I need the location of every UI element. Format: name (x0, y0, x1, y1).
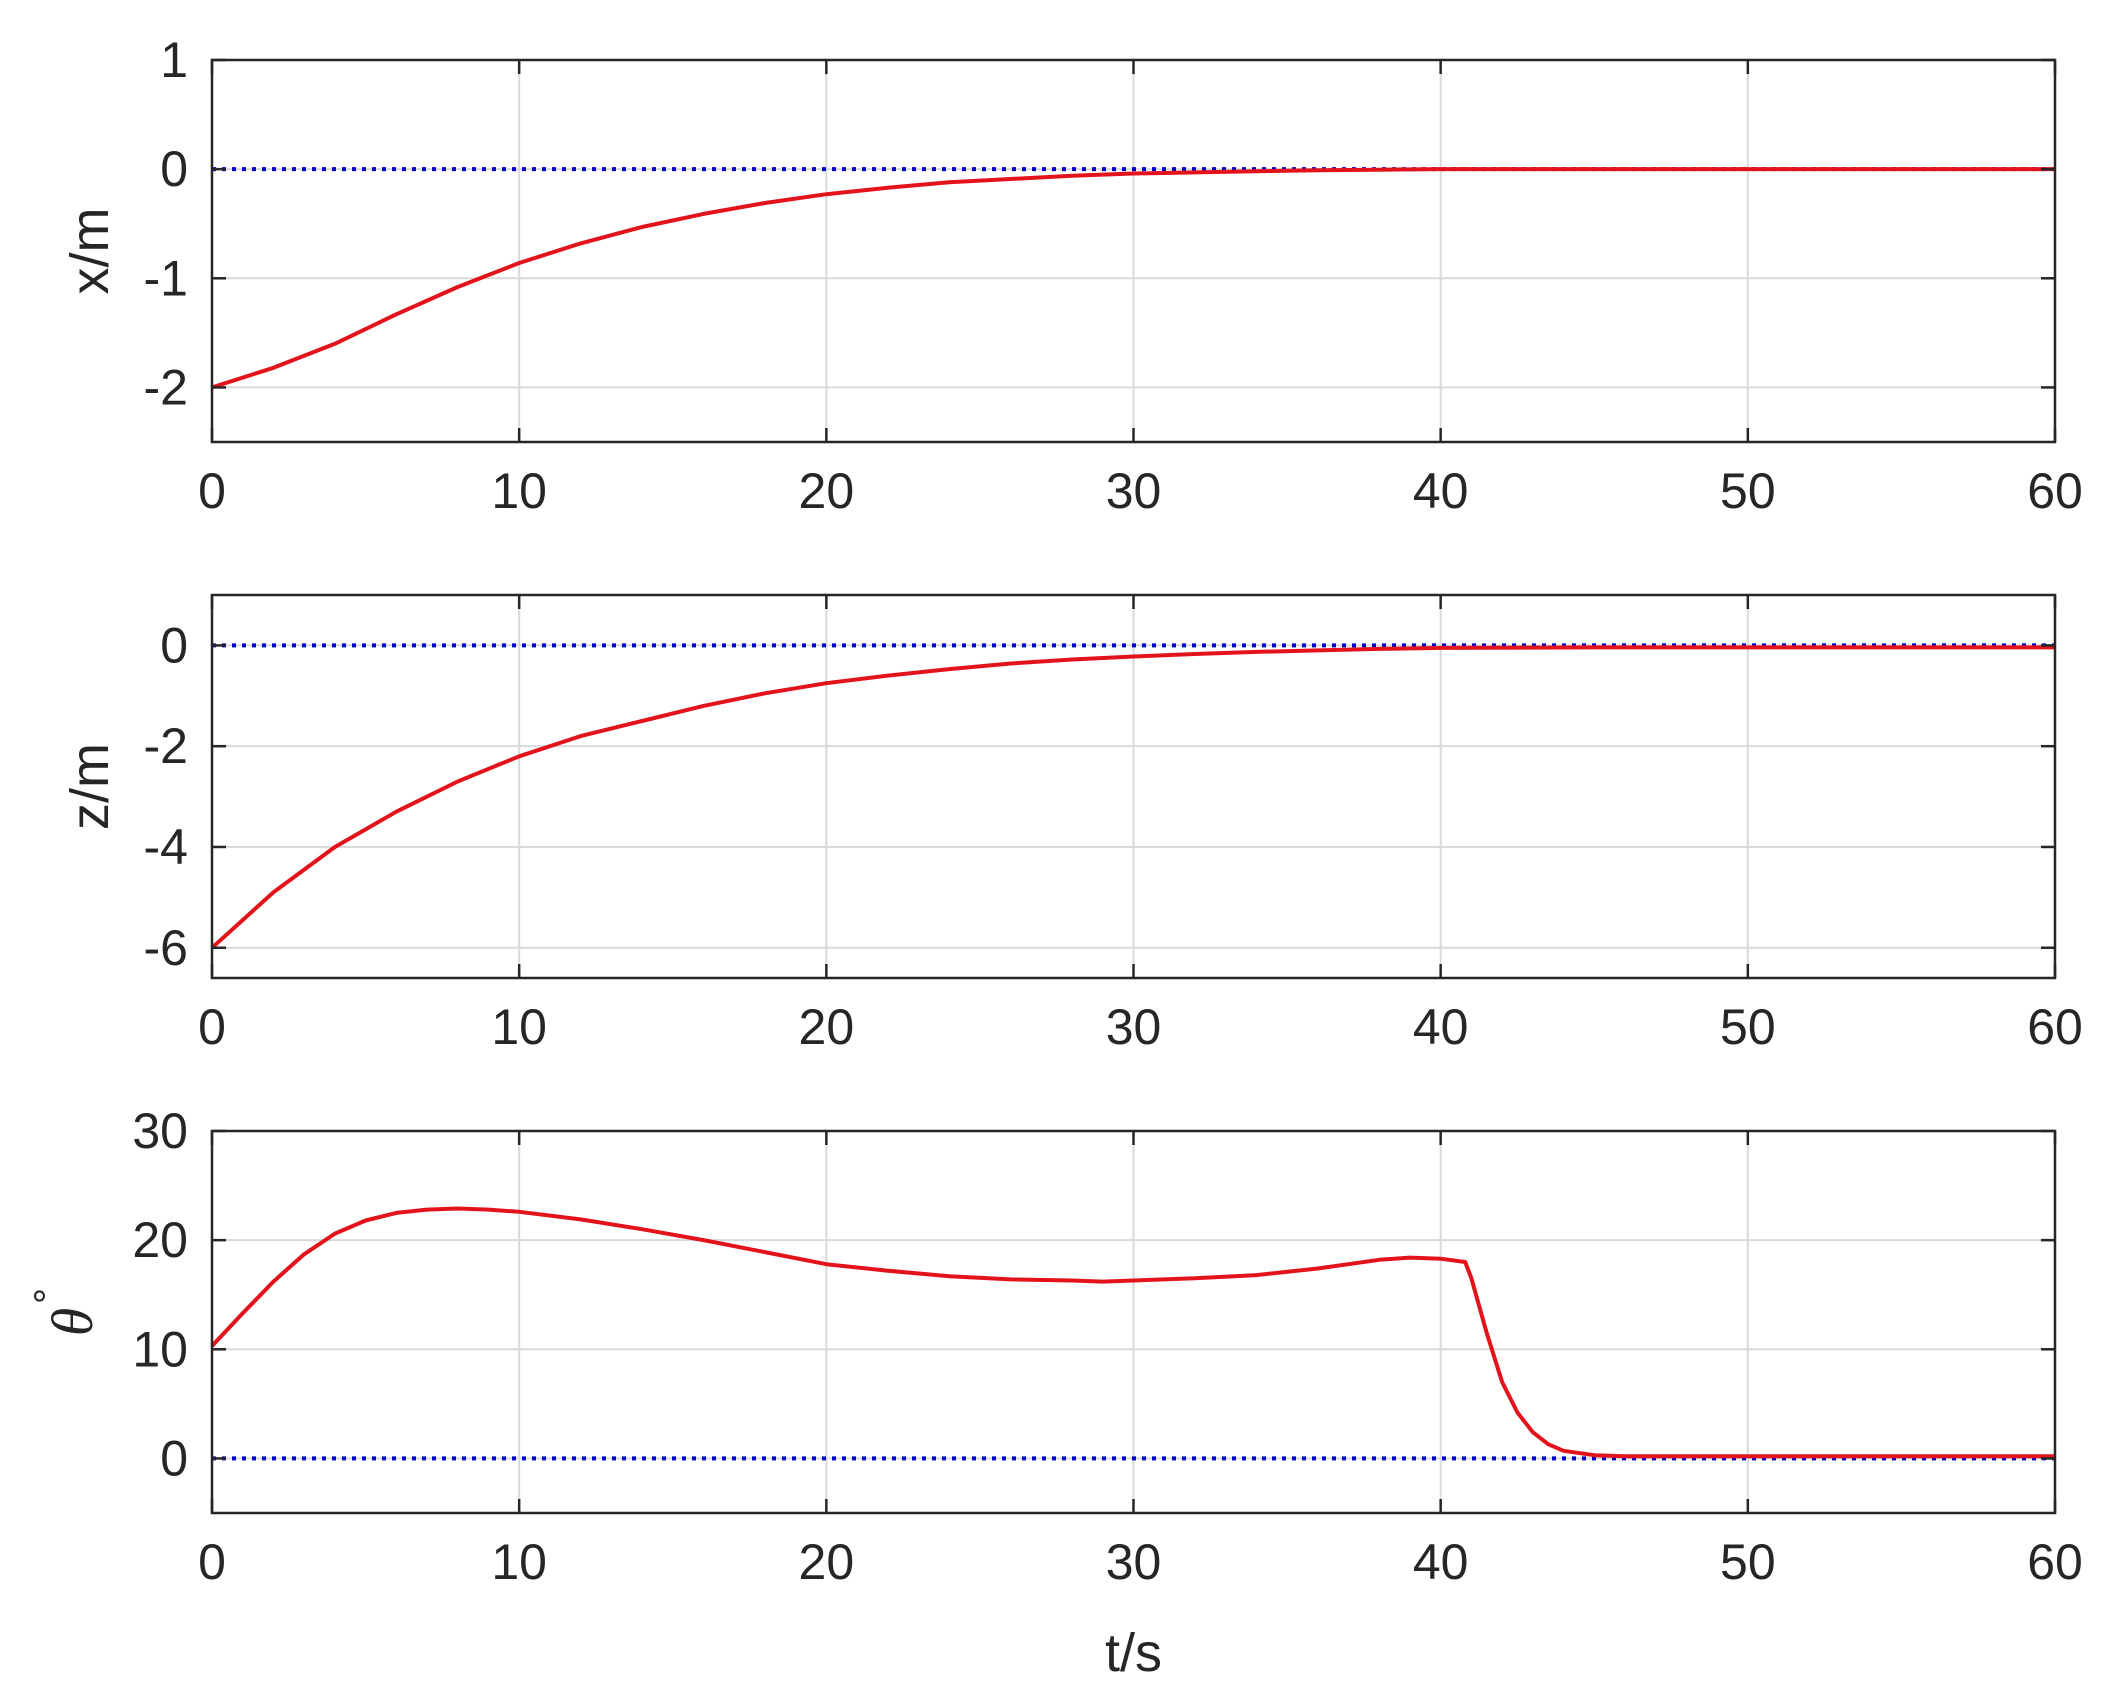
x-tick-label: 10 (491, 463, 547, 519)
z-position-panel: 0 10 20 30 40 50 60 -6 -4 -2 0 z/m (60, 593, 2083, 1055)
x-tick-label: 60 (2027, 1534, 2083, 1590)
response-line (211, 167, 2055, 390)
x-tick-label: 50 (1720, 1534, 1776, 1590)
response-line (210, 1206, 2055, 1459)
x-tick-label: 40 (1413, 463, 1469, 519)
y-tick-label: 20 (132, 1212, 188, 1268)
x-tick-label: 40 (1413, 999, 1469, 1055)
y-axis-label: θ (40, 1308, 105, 1337)
y-axis-unit: ° (27, 1288, 71, 1304)
x-tick-label: 60 (2027, 463, 2083, 519)
x-tick-label: 40 (1413, 1534, 1469, 1590)
x-tick-label: 60 (2027, 999, 2083, 1055)
x-tick-label: 10 (491, 999, 547, 1055)
y-axis-label: z/m (60, 743, 120, 830)
y-tick-label: 10 (132, 1321, 188, 1377)
y-tick-label: -1 (144, 250, 188, 306)
x-position-panel: 0 10 20 30 40 50 60 -2 -1 0 1 x/m (60, 32, 2083, 519)
x-tick-label: 0 (198, 463, 226, 519)
y-axis-label: x/m (60, 208, 120, 295)
x-tick-label: 50 (1720, 463, 1776, 519)
response-line (210, 645, 2055, 950)
y-tick-label: 0 (160, 1430, 188, 1486)
y-tick-label: 0 (160, 617, 188, 673)
x-tick-label: 50 (1720, 999, 1776, 1055)
x-tick-label: 20 (799, 999, 855, 1055)
theta-angle-panel: 0 10 20 30 40 50 60 0 10 20 30 θ ° t/s (27, 1103, 2083, 1683)
y-tick-label: 1 (160, 32, 188, 88)
y-tick-label: -6 (144, 920, 188, 976)
x-tick-label: 0 (198, 999, 226, 1055)
x-tick-label: 10 (491, 1534, 547, 1590)
x-tick-label: 30 (1106, 1534, 1162, 1590)
x-tick-label: 0 (198, 1534, 226, 1590)
x-tick-label: 30 (1106, 463, 1162, 519)
x-tick-label: 30 (1106, 999, 1162, 1055)
y-tick-label: -2 (144, 718, 188, 774)
x-tick-label: 20 (799, 463, 855, 519)
y-tick-label: 30 (132, 1103, 188, 1159)
x-axis-label: t/s (1105, 1623, 1162, 1683)
y-tick-label: -2 (144, 359, 188, 415)
y-tick-label: 0 (160, 141, 188, 197)
x-tick-label: 20 (799, 1534, 855, 1590)
y-tick-label: -4 (144, 819, 188, 875)
